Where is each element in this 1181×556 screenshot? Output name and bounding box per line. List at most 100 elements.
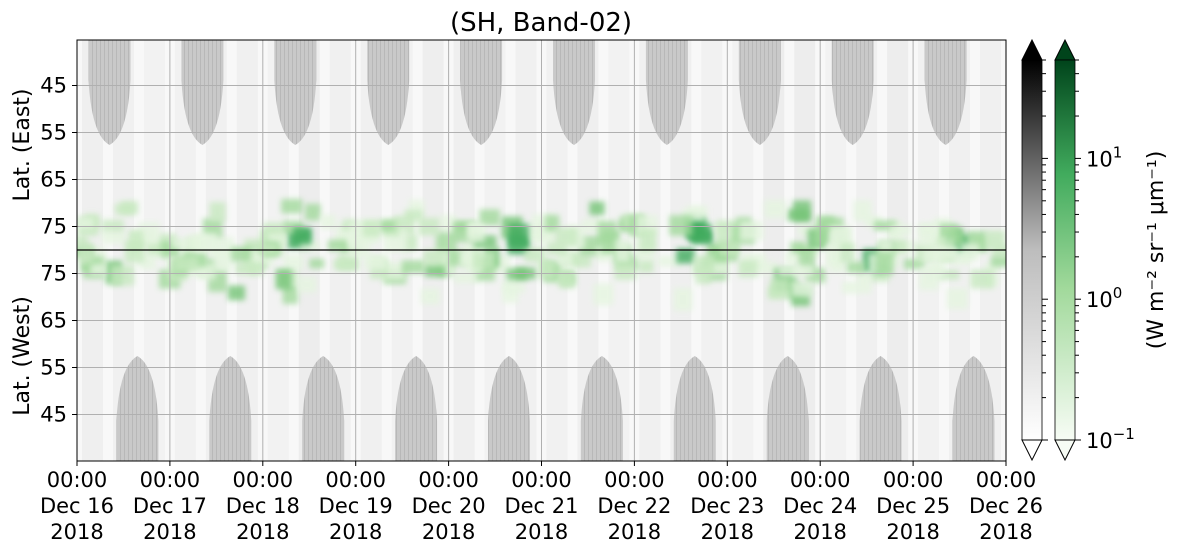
aurora-patch: [383, 261, 406, 280]
aurora-patch: [327, 239, 350, 251]
aurora-patch: [425, 266, 446, 277]
aurora-patch: [227, 285, 246, 301]
colorbar-ticks: 101 100 10−1: [1042, 59, 1135, 453]
aurora-patch: [785, 251, 802, 265]
y-tick-label: 75: [40, 215, 67, 239]
y-axis: 45 55 65 75 75 65 55 45: [40, 74, 77, 427]
missing-data-bottom: [209, 356, 252, 461]
aurora-patch: [841, 281, 859, 294]
y-tick-label: 55: [40, 356, 67, 380]
aurora-patch: [420, 288, 440, 305]
aurora-patch: [876, 251, 894, 276]
x-tick-label: 00:00: [790, 468, 851, 492]
aurora-patch: [209, 202, 226, 222]
y-tick-label: 75: [40, 262, 67, 286]
x-tick-label: 2018: [979, 520, 1032, 544]
aurora-patch: [889, 224, 912, 236]
aurora-patch: [946, 288, 968, 310]
aurora-patch: [719, 242, 740, 256]
aurora-patch: [110, 265, 135, 286]
ylabel-west: Lat. (West): [10, 296, 35, 416]
x-tick-label: 2018: [143, 520, 196, 544]
aurora-patch: [903, 258, 925, 270]
missing-data-bottom: [580, 356, 623, 461]
missing-data-top: [274, 40, 317, 145]
x-tick-label: 2018: [329, 520, 382, 544]
missing-data-top: [367, 40, 410, 145]
aurora-patch: [673, 287, 693, 311]
x-tick-label: Dec 21: [504, 494, 578, 518]
aurora-patch: [472, 251, 496, 270]
aurora-patch: [235, 262, 256, 275]
y-tick-label: 65: [40, 309, 67, 333]
x-tick-label: Dec 24: [783, 494, 857, 518]
aurora-patch: [923, 246, 944, 262]
aurora-patch: [738, 260, 758, 278]
aurora-patch: [537, 260, 555, 278]
missing-data-bottom: [859, 356, 902, 461]
missing-data-top: [460, 40, 503, 145]
ylabel-east: Lat. (East): [10, 89, 35, 202]
x-tick-label: 2018: [422, 520, 475, 544]
aurora-patch: [124, 240, 145, 264]
x-tick-label: Dec 18: [226, 494, 300, 518]
aurora-patch: [503, 282, 526, 293]
missing-data-top: [553, 40, 596, 145]
aurora-patch: [676, 248, 695, 264]
x-tick-label: 00:00: [604, 468, 665, 492]
x-tick-label: 2018: [793, 520, 846, 544]
aurora-patch: [815, 227, 830, 246]
aurora-patch: [77, 218, 94, 229]
colorbar-tick-label: 101: [1086, 143, 1122, 171]
missing-data-bottom: [766, 356, 809, 461]
aurora-patch: [404, 209, 424, 222]
x-tick-label: Dec 25: [876, 494, 950, 518]
aurora-patch: [401, 260, 425, 274]
missing-data-bottom: [302, 356, 345, 461]
aurora-patch: [479, 209, 500, 226]
aurora-patch: [79, 242, 94, 264]
aurora-patch: [873, 220, 897, 231]
aurora-patch: [423, 249, 446, 271]
chart-title: (SH, Band-02): [450, 8, 632, 38]
aurora-patch: [639, 259, 654, 273]
aurora-patch: [454, 272, 477, 284]
aurora-patch: [363, 254, 386, 270]
missing-data-top: [88, 40, 131, 145]
aurora-patch: [825, 243, 842, 267]
aurora-patch: [846, 261, 865, 274]
aurora-patch: [138, 221, 160, 244]
aurora-patch: [960, 243, 980, 261]
aurora-patch: [593, 283, 614, 306]
x-tick-label: Dec 20: [412, 494, 486, 518]
x-tick-label: Dec 26: [969, 494, 1043, 518]
colorbar-label: (W m⁻² sr⁻¹ μm⁻¹): [1144, 151, 1169, 350]
x-tick-label: 2018: [236, 520, 289, 544]
aurora-patch: [230, 246, 252, 262]
colorbar-grey-bottom-extend: [1021, 439, 1043, 462]
heatmap-cells: [77, 40, 1006, 461]
aurora-patch: [455, 222, 477, 233]
missing-data-top: [831, 40, 874, 145]
aurora-patch: [792, 200, 812, 222]
x-tick-label: Dec 22: [597, 494, 671, 518]
aurora-patch: [275, 269, 292, 290]
missing-data-bottom: [487, 356, 530, 461]
aurora-patch: [198, 263, 217, 280]
aurora-patch: [658, 255, 681, 267]
aurora-patch: [524, 247, 546, 263]
aurora-patch: [202, 218, 223, 238]
aurora-patch: [90, 263, 105, 275]
aurora-patch: [615, 239, 631, 263]
aurora-patch: [257, 243, 277, 255]
aurora-patch: [793, 265, 814, 277]
aurora-patch: [853, 200, 872, 222]
missing-data-bottom: [116, 356, 159, 461]
x-tick-label: 00:00: [976, 468, 1037, 492]
aurora-patch: [739, 221, 764, 241]
aurora-patch: [545, 214, 560, 232]
x-tick-label: 2018: [50, 520, 103, 544]
aurora-patch: [213, 250, 232, 272]
aurora-patch: [935, 269, 960, 280]
